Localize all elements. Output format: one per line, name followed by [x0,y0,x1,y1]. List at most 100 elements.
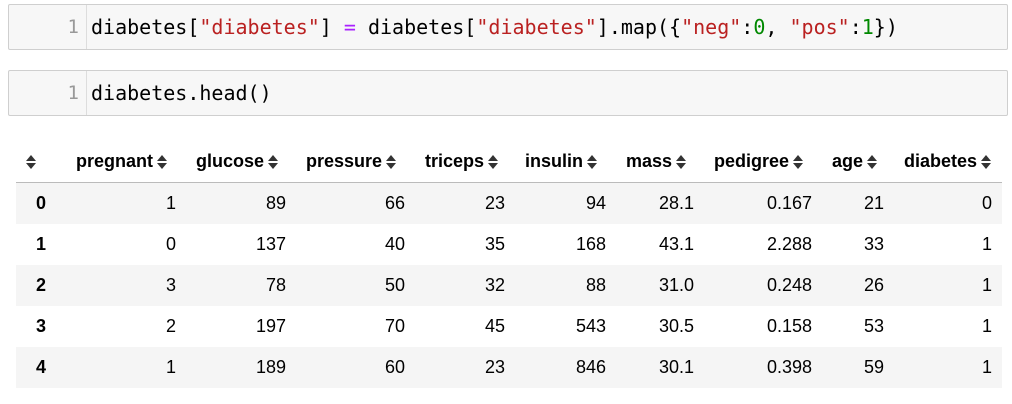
row-index: 0 [36,193,47,213]
header-row: pregnant glucose pressure triceps insulin mas… [16,140,1002,183]
cell-glucose: 197 [255,316,286,336]
column-header-label: pedigree [714,150,790,171]
cell-mass: 31.0 [658,275,694,295]
column-header-mass[interactable]: mass [616,140,704,183]
cell-age: 59 [863,357,884,377]
column-header-label: pressure [306,150,383,171]
cell-pressure: 70 [384,316,405,336]
cell-glucose: 189 [255,357,286,377]
code-cell-head[interactable]: 1 diabetes.head() [8,70,1008,116]
column-header-pressure[interactable]: pressure [296,140,415,183]
cell-triceps: 23 [484,357,505,377]
code-line[interactable]: diabetes.head() [91,71,272,115]
cell-diabetes: 1 [981,316,992,336]
cell-pedigree: 0.167 [766,193,812,213]
cell-mass: 30.1 [658,357,694,377]
cell-pedigree: 0.158 [766,316,812,336]
line-number: 1 [67,82,79,104]
sort-icon[interactable] [867,154,878,169]
sort-icon[interactable] [26,154,36,169]
column-header-label: glucose [196,150,265,171]
row-index: 2 [36,275,47,295]
column-header-label: insulin [525,150,583,171]
column-header-insulin[interactable]: insulin [515,140,616,183]
code-token: ] [319,15,344,39]
sort-icon[interactable] [676,154,687,169]
code-token: "neg" [681,15,742,39]
sort-icon[interactable] [268,154,279,169]
column-header-label: pregnant [76,150,154,171]
column-header-pregnant[interactable]: pregnant [66,140,186,183]
code-token: 0 [753,15,766,39]
table-row: 2 3 78 50 32 88 31.0 0.248 26 1 [16,265,1002,306]
cell-insulin: 168 [575,234,606,254]
cell-triceps: 23 [484,193,505,213]
code-token: "pos" [789,15,850,39]
line-number: 1 [67,16,79,38]
cell-pedigree: 0.398 [766,357,812,377]
sort-icon[interactable] [386,154,397,169]
cell-pregnant: 1 [165,357,176,377]
column-header-diabetes[interactable]: diabetes [894,140,1002,183]
table-row: 3 2 197 70 45 543 30.5 0.158 53 1 [16,306,1002,347]
cell-insulin: 846 [575,357,606,377]
cell-glucose: 137 [255,234,286,254]
row-index: 1 [36,234,47,254]
table-body: 0 1 89 66 23 94 28.1 0.167 21 0 1 0 137 40 35 168 43.1 2.… [16,182,1002,388]
cell-age: 21 [863,193,884,213]
cell-pressure: 66 [384,193,405,213]
code-cell-map[interactable]: 1 diabetes["diabetes"] = diabetes["diabe… [8,4,1008,50]
gutter-divider [86,5,87,49]
cell-mass: 43.1 [658,234,694,254]
column-header-age[interactable]: age [822,140,894,183]
cell-pregnant: 3 [165,275,176,295]
row-index: 3 [36,316,47,336]
column-header-label: diabetes [904,150,978,171]
dataframe-output: pregnant glucose pressure triceps insulin mas… [16,140,1002,388]
code-token: : [741,15,754,39]
table-row: 4 1 189 60 23 846 30.1 0.398 59 1 [16,347,1002,388]
cell-diabetes: 1 [981,234,992,254]
cell-pedigree: 0.248 [766,275,812,295]
sort-icon[interactable] [981,154,992,169]
column-header-glucose[interactable]: glucose [186,140,296,183]
row-index: 4 [36,357,47,377]
sort-icon[interactable] [587,154,597,169]
index-header[interactable] [16,140,66,183]
cell-pressure: 50 [384,275,405,295]
gutter-divider [86,71,87,115]
code-token: 1 [861,15,874,39]
column-header-label: triceps [425,150,485,171]
cell-insulin: 543 [575,316,606,336]
code-line[interactable]: diabetes["diabetes"] = diabetes["diabete… [91,5,898,49]
cell-diabetes: 0 [981,193,992,213]
cell-diabetes: 1 [981,357,992,377]
code-token: , [765,15,790,39]
cell-pregnant: 2 [165,316,176,336]
cell-age: 53 [863,316,884,336]
cell-insulin: 94 [585,193,606,213]
column-header-pedigree[interactable]: pedigree [704,140,822,183]
column-header-label: mass [626,150,673,171]
sort-icon[interactable] [157,154,168,169]
code-token: ].map({ [596,15,682,39]
cell-diabetes: 1 [981,275,992,295]
cell-pressure: 60 [384,357,405,377]
column-header-triceps[interactable]: triceps [415,140,515,183]
cell-glucose: 89 [265,193,286,213]
code-token: diabetes[ [91,15,200,39]
sort-icon[interactable] [793,154,804,169]
code-token: : [849,15,862,39]
cell-pressure: 40 [384,234,405,254]
code-token: diabetes.head() [91,81,272,105]
cell-pregnant: 0 [165,234,176,254]
table-row: 1 0 137 40 35 168 43.1 2.288 33 1 [16,224,1002,265]
cell-pedigree: 2.288 [766,234,812,254]
code-token: diabetes[ [355,15,477,39]
code-token: "diabetes" [199,15,320,39]
code-token: "diabetes" [476,15,597,39]
cell-age: 26 [863,275,884,295]
code-token: }) [873,15,898,39]
sort-icon[interactable] [488,154,499,169]
cell-triceps: 35 [484,234,505,254]
